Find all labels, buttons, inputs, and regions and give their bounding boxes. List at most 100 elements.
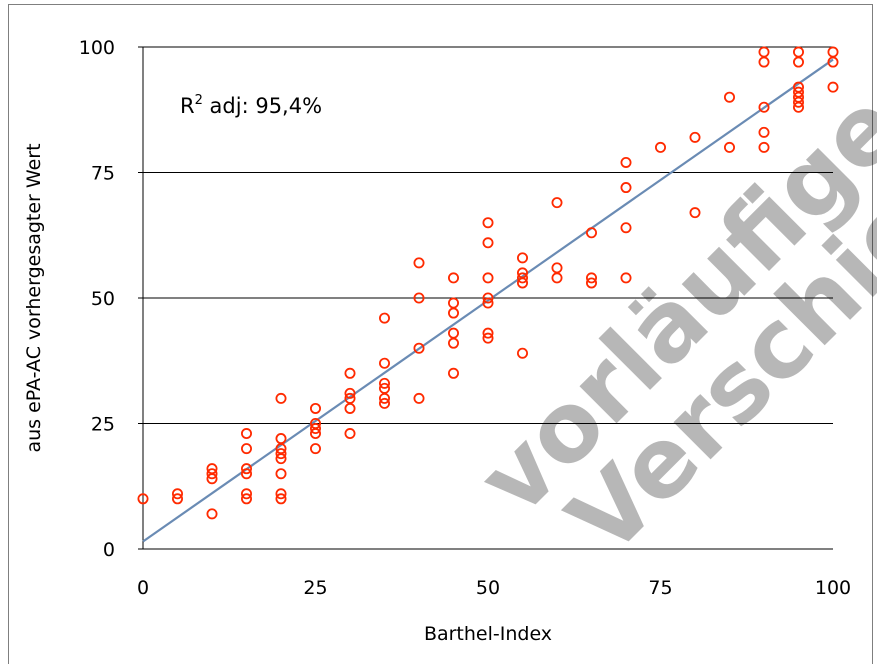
data-point	[482, 292, 494, 304]
axes	[138, 46, 144, 550]
data-point	[275, 468, 287, 480]
y-tick-label: 25	[91, 414, 115, 436]
data-point	[620, 156, 632, 168]
annotation-main: R	[180, 94, 195, 118]
data-point	[378, 382, 390, 394]
data-point	[378, 357, 390, 369]
x-tick-label: 100	[815, 577, 851, 599]
data-point	[206, 508, 218, 520]
data-point	[482, 297, 494, 309]
data-point	[724, 141, 736, 153]
data-point	[240, 488, 252, 500]
data-point	[517, 272, 529, 284]
data-point	[620, 182, 632, 194]
y-tick-label: 0	[103, 539, 115, 561]
data-points	[137, 46, 839, 520]
data-point	[758, 126, 770, 138]
data-point	[517, 252, 529, 264]
data-point	[689, 131, 701, 143]
data-point	[275, 448, 287, 460]
data-point	[482, 272, 494, 284]
data-point	[378, 397, 390, 409]
x-tick-label: 25	[303, 577, 327, 599]
data-point	[517, 267, 529, 279]
data-point	[309, 423, 321, 435]
data-point	[827, 81, 839, 93]
annotation-superscript: 2	[195, 93, 203, 108]
y-tick-label: 75	[91, 163, 115, 185]
data-point	[413, 292, 425, 304]
data-point	[586, 227, 598, 239]
data-point	[447, 367, 459, 379]
data-point	[482, 237, 494, 249]
data-point	[378, 312, 390, 324]
data-point	[240, 468, 252, 480]
data-point	[447, 327, 459, 339]
y-axis-label: aus ePA-AC vorhergesagter Wert	[23, 143, 45, 452]
r-squared-annotation: R2 adj: 95,4%	[180, 93, 322, 118]
data-point	[344, 392, 356, 404]
data-point	[793, 46, 805, 58]
data-point	[758, 46, 770, 58]
data-point	[620, 272, 632, 284]
data-point	[413, 392, 425, 404]
data-point	[793, 86, 805, 98]
data-point	[551, 262, 563, 274]
data-point	[758, 141, 770, 153]
data-point	[137, 493, 149, 505]
data-point	[206, 463, 218, 475]
data-point	[447, 272, 459, 284]
data-point	[447, 337, 459, 349]
data-point	[275, 433, 287, 445]
x-tick-label: 75	[648, 577, 672, 599]
x-tick-label: 50	[476, 577, 500, 599]
data-point	[413, 342, 425, 354]
data-point	[689, 207, 701, 219]
regression-line	[142, 58, 834, 543]
data-point	[413, 257, 425, 269]
y-tick-label: 100	[79, 37, 115, 59]
data-point	[240, 428, 252, 440]
data-point	[724, 91, 736, 103]
data-point	[309, 443, 321, 455]
data-point	[758, 101, 770, 113]
data-point	[793, 81, 805, 93]
data-point	[551, 272, 563, 284]
data-point	[309, 417, 321, 429]
data-point	[171, 493, 183, 505]
data-point	[447, 307, 459, 319]
x-axis-label: Barthel-Index	[424, 623, 552, 645]
tick-labels: 0 25 50 75 100 0 25 50 75 100	[79, 37, 851, 599]
data-point	[275, 488, 287, 500]
data-point	[344, 402, 356, 414]
data-point	[586, 277, 598, 289]
data-point	[309, 402, 321, 414]
data-point	[344, 428, 356, 440]
data-point	[378, 377, 390, 389]
data-point	[240, 463, 252, 475]
data-point	[240, 493, 252, 505]
y-tick-label: 50	[91, 288, 115, 310]
x-tick-label: 0	[137, 577, 149, 599]
data-point	[827, 46, 839, 58]
data-point	[482, 327, 494, 339]
data-point	[240, 443, 252, 455]
data-point	[620, 222, 632, 234]
data-point	[447, 297, 459, 309]
data-point	[482, 332, 494, 344]
data-point	[482, 217, 494, 229]
data-point	[171, 488, 183, 500]
data-point	[275, 392, 287, 404]
regression-line-group	[142, 58, 834, 543]
data-point	[344, 367, 356, 379]
data-point	[758, 56, 770, 68]
data-point	[206, 468, 218, 480]
data-point	[655, 141, 667, 153]
data-point	[344, 387, 356, 399]
data-point	[275, 493, 287, 505]
data-point	[551, 197, 563, 209]
annotation-rest: adj: 95,4%	[203, 94, 322, 118]
data-point	[793, 56, 805, 68]
